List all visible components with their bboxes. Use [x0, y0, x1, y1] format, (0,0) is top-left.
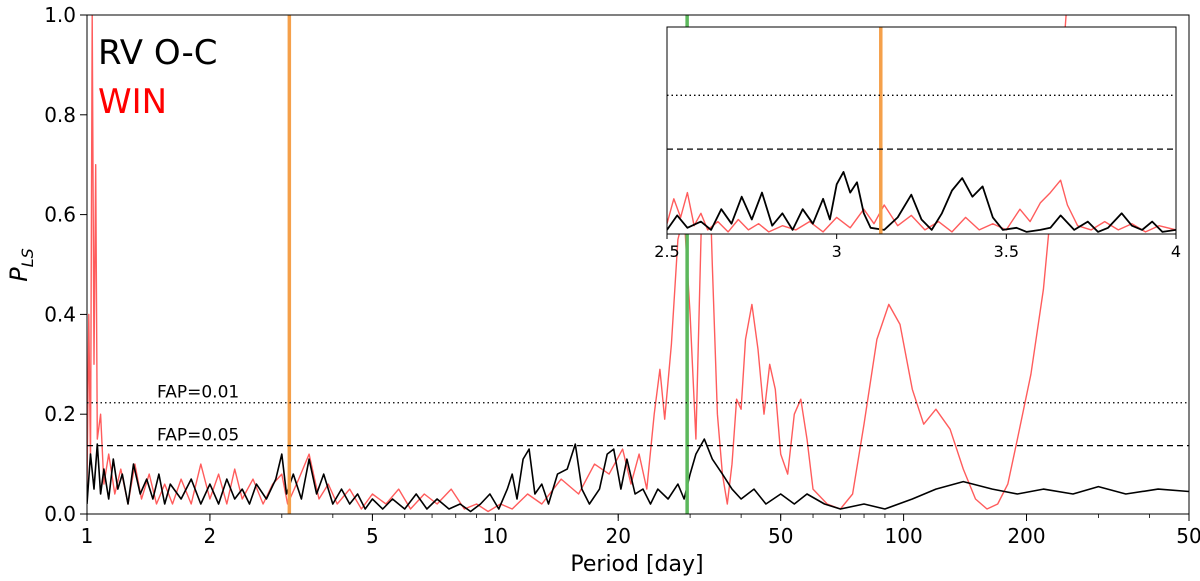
x-tick-label: 50 — [1176, 524, 1200, 548]
fap-label-005: FAP=0.05 — [157, 426, 239, 446]
y-tick-label: 0.6 — [44, 203, 76, 227]
inset-x-tick-label: 3.5 — [994, 242, 1019, 261]
inset-series-line-rv-oc — [667, 171, 1176, 233]
x-tick-label: 5 — [366, 524, 379, 548]
inset-x-tick-label: 4 — [1171, 242, 1181, 261]
main-axes: FAP=0.01 FAP=0.05 1 2 5 10 20 50 100 200 50 0.0 0.2 0… — [44, 3, 1200, 548]
inset-series-line-win — [667, 179, 1176, 233]
svg-text:PLS: PLS — [5, 248, 37, 282]
y-axis-label: PLS — [5, 248, 37, 282]
x-tick-label: 20 — [605, 524, 630, 548]
inset-x-tick-label: 2.5 — [654, 242, 679, 261]
y-tick-label: 0.0 — [44, 502, 76, 526]
x-tick-label: 1 — [81, 524, 94, 548]
x-axis-label: Period [day] — [570, 552, 703, 577]
plot-frame — [86, 14, 1190, 515]
legend-label-win: WIN — [98, 82, 167, 122]
x-tick-label: 200 — [1007, 524, 1045, 548]
inset-plot-area — [667, 27, 1176, 234]
series-line-win — [87, 15, 1067, 513]
inset-background — [667, 27, 1176, 234]
series-line-rv-oc — [87, 438, 1189, 513]
inset-frame — [666, 26, 1177, 235]
inset-x-tick-label: 3 — [832, 242, 842, 261]
y-tick-label: 0.4 — [44, 302, 76, 326]
fap-label-001: FAP=0.01 — [157, 383, 239, 403]
y-tick-label: 0.8 — [44, 103, 76, 127]
y-tick-label: 0.2 — [44, 402, 76, 426]
y-tick-label: 1.0 — [44, 3, 76, 27]
inset-plot: 2.5 3 3.5 4 — [654, 26, 1181, 261]
legend-label-rv-oc: RV O-C — [98, 33, 218, 73]
y-axis-label-sub: LS — [18, 248, 37, 267]
x-tick-label: 50 — [768, 524, 793, 548]
x-tick-label: 100 — [885, 524, 923, 548]
y-axis-label-main: P — [5, 267, 33, 282]
x-tick-label: 10 — [483, 524, 508, 548]
x-tick-label: 2 — [204, 524, 217, 548]
legend: RV O-C WIN — [98, 33, 218, 122]
